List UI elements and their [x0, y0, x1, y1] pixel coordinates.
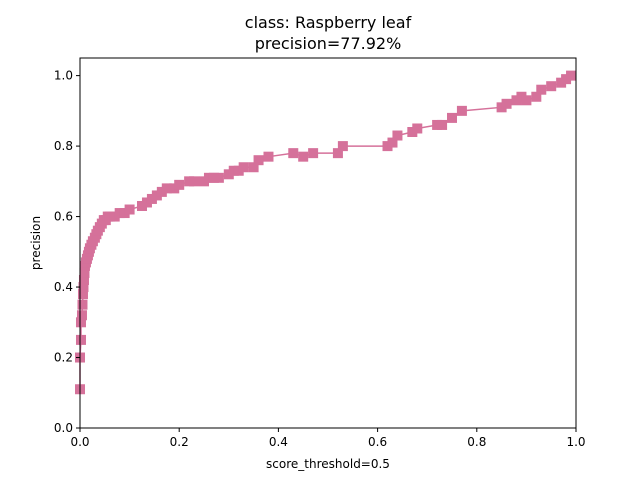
data-point — [161, 183, 172, 194]
data-point — [531, 91, 542, 102]
data-point — [501, 98, 512, 109]
data-point — [79, 267, 90, 278]
data-point — [298, 151, 309, 162]
data-point — [447, 112, 457, 123]
data-point — [387, 137, 398, 148]
data-point — [566, 70, 577, 81]
plot-area — [75, 70, 577, 395]
data-point — [75, 317, 86, 328]
data-point — [437, 119, 448, 130]
data-point — [546, 81, 557, 92]
y-tick-label: 0.6 — [54, 210, 73, 224]
y-tick-label: 0.4 — [54, 280, 73, 294]
plot-frame — [79, 57, 577, 429]
data-point — [248, 162, 259, 173]
x-tick-label: 0.0 — [70, 435, 89, 449]
x-axis: 0.0 0.2 0.4 0.6 0.8 1.0 — [70, 428, 586, 449]
data-point — [238, 162, 249, 173]
y-axis-label: precision — [29, 216, 43, 270]
chart-title: class: Raspberry leaf — [245, 13, 412, 32]
data-point — [75, 334, 86, 345]
data-point — [78, 275, 89, 285]
data-point — [189, 176, 200, 187]
x-tick-label: 1.0 — [566, 435, 585, 449]
data-point — [337, 141, 348, 152]
y-tick-label: 1.0 — [54, 69, 73, 83]
data-point — [213, 172, 224, 183]
x-tick-label: 0.4 — [269, 435, 288, 449]
data-point — [77, 289, 88, 300]
data-point — [412, 123, 423, 134]
x-tick-label: 0.8 — [467, 435, 486, 449]
data-point — [263, 151, 274, 162]
x-tick-label: 0.2 — [170, 435, 189, 449]
data-point — [332, 148, 343, 159]
data-point — [392, 130, 403, 141]
data-point — [536, 84, 547, 95]
y-axis: 0.0 0.2 0.4 0.6 0.8 1.0 — [54, 69, 80, 435]
x-axis-label: score_threshold=0.5 — [266, 457, 390, 471]
data-point — [78, 282, 89, 293]
data-point — [174, 179, 185, 190]
y-tick-label: 0.0 — [54, 421, 73, 435]
data-point — [456, 105, 467, 116]
data-point — [253, 155, 264, 166]
data-point — [77, 299, 88, 310]
data-point — [76, 310, 87, 321]
chart-subtitle: precision=77.92% — [255, 34, 402, 53]
data-point — [308, 148, 319, 159]
x-tick-label: 0.6 — [368, 435, 387, 449]
y-tick-label: 0.2 — [54, 351, 73, 365]
data-point — [124, 204, 135, 215]
data-point — [521, 95, 532, 106]
y-tick-label: 0.8 — [54, 139, 73, 153]
data-point — [288, 148, 299, 159]
